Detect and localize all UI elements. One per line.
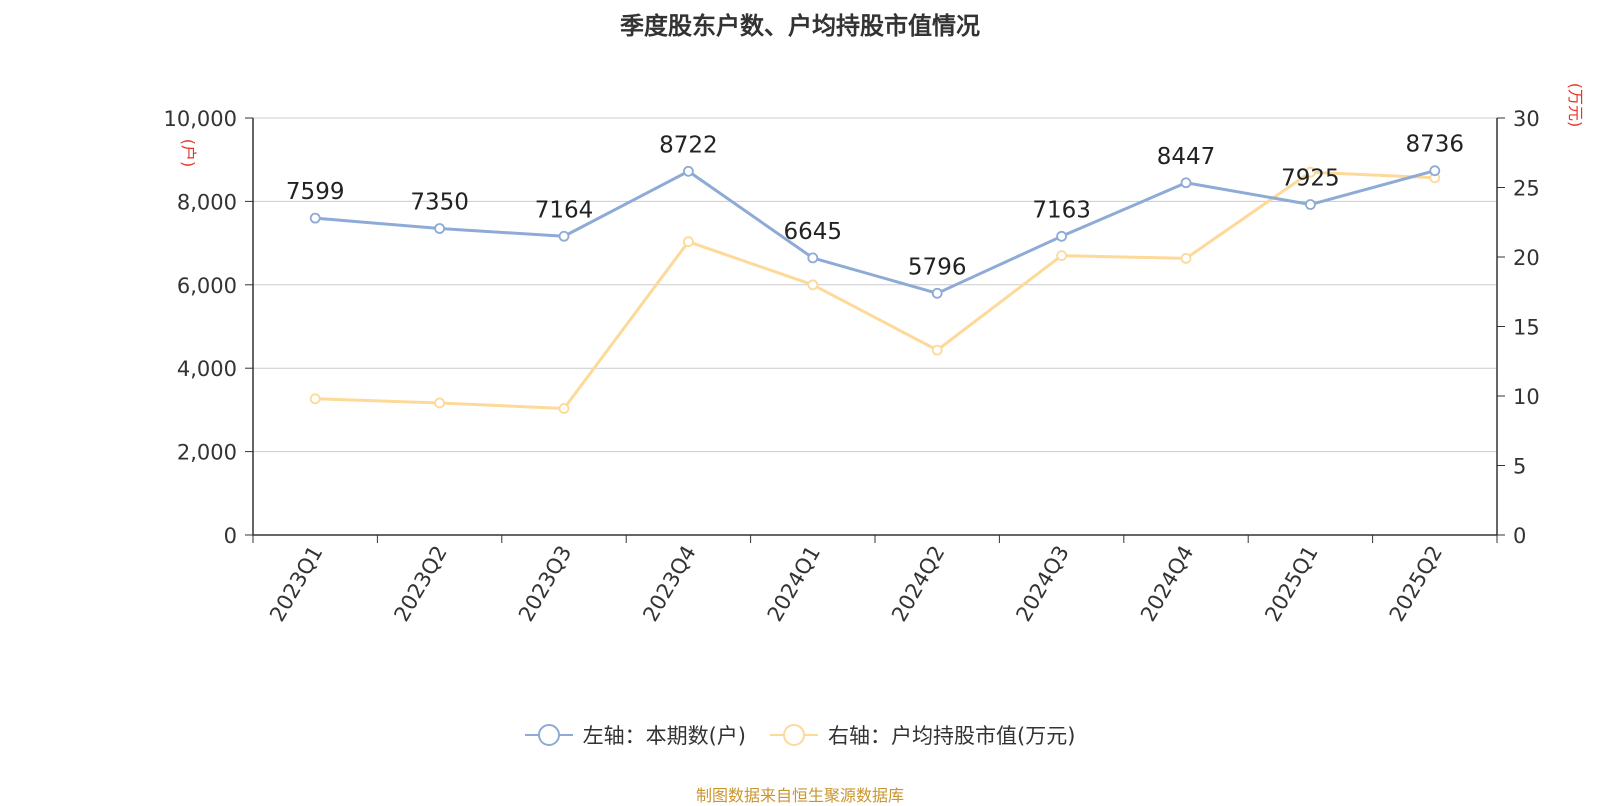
right-axis-tick-label: 20	[1513, 246, 1540, 270]
left-axis-tick-label: 2,000	[177, 441, 237, 465]
left-series-data-label: 7163	[1032, 197, 1091, 223]
legend-right-series-icon	[770, 724, 818, 746]
left-series-point	[1056, 230, 1067, 242]
right-series-point	[434, 397, 446, 409]
legend-right-series-label: 右轴：户均持股市值(万元)	[828, 724, 1076, 748]
left-series-data-label: 8447	[1157, 144, 1216, 170]
legend: 左轴：本期数(户) 右轴：户均持股市值(万元)	[0, 720, 1600, 750]
left-axis-tick-label: 0	[224, 524, 237, 548]
legend-item-right-series[interactable]: 右轴：户均持股市值(万元)	[770, 720, 1075, 750]
left-axis-tick-label: 10,000	[164, 107, 237, 131]
legend-left-series-label: 左轴：本期数(户)	[582, 724, 746, 748]
source-note: 制图数据来自恒生聚源数据库	[695, 786, 904, 805]
x-axis-tick-label: 2025Q1	[1260, 542, 1322, 626]
x-axis-tick-label: 2024Q4	[1136, 542, 1198, 626]
left-series-data-label: 7164	[535, 197, 594, 223]
right-series-point	[807, 279, 819, 291]
left-axis-unit: (户)	[179, 139, 198, 168]
right-axis-tick-label: 30	[1513, 107, 1540, 131]
x-axis-tick-label: 2023Q3	[514, 542, 576, 626]
left-series-point	[1180, 177, 1192, 189]
left-axis-tick-label: 6,000	[177, 274, 237, 298]
left-series-line	[315, 169, 1436, 295]
left-axis-tick-label: 4,000	[177, 357, 237, 381]
x-axis-tick-label: 2023Q2	[389, 542, 451, 626]
left-series-data-label: 8722	[659, 132, 718, 158]
x-axis-tick-label: 2024Q3	[1011, 542, 1073, 626]
x-axis-tick-label: 2024Q1	[763, 542, 825, 626]
left-series-point	[434, 223, 446, 234]
right-axis-tick-label: 5	[1513, 455, 1526, 479]
x-axis-tick-label: 2024Q2	[887, 541, 949, 625]
chart-title: 季度股东户数、户均持股市值情况	[620, 12, 980, 40]
left-series-data-label: 7599	[286, 179, 345, 205]
right-axis-tick-label: 25	[1513, 177, 1540, 201]
legend-left-series-icon	[524, 724, 573, 746]
left-series-data-label: 5796	[908, 254, 967, 280]
left-series-point	[309, 212, 321, 224]
left-series-point	[931, 287, 943, 299]
right-series-point	[931, 344, 943, 356]
left-series-data-label: 6645	[784, 219, 843, 245]
legend-item-left-series[interactable]: 左轴：本期数(户)	[524, 720, 746, 750]
left-series-point	[1429, 165, 1441, 177]
right-series-line	[315, 170, 1435, 411]
right-series-point	[558, 403, 570, 414]
left-axis-tick-label: 8,000	[177, 190, 237, 214]
x-axis-tick-label: 2025Q2	[1385, 542, 1447, 626]
left-series-point	[807, 252, 819, 264]
x-axis-tick-label: 2023Q4	[638, 542, 700, 626]
right-axis-tick-label: 10	[1513, 385, 1540, 409]
left-series-data-label: 7350	[410, 190, 469, 216]
right-series-point	[683, 236, 694, 248]
left-series-point	[683, 165, 694, 177]
x-axis-tick-label: 2023Q1	[265, 542, 327, 626]
left-series-point	[558, 230, 570, 242]
left-series-data-label: 7925	[1281, 166, 1340, 192]
right-series-point	[1056, 250, 1067, 262]
right-series-point	[1180, 252, 1192, 264]
right-series-point	[309, 393, 321, 405]
right-axis-tick-label: 0	[1513, 524, 1526, 548]
right-axis-tick-label: 15	[1513, 316, 1540, 340]
right-axis-unit: (万元)	[1566, 83, 1585, 128]
right-series-point	[1305, 166, 1316, 178]
left-series-data-label: 8736	[1406, 132, 1465, 158]
left-series-point	[1305, 199, 1316, 210]
